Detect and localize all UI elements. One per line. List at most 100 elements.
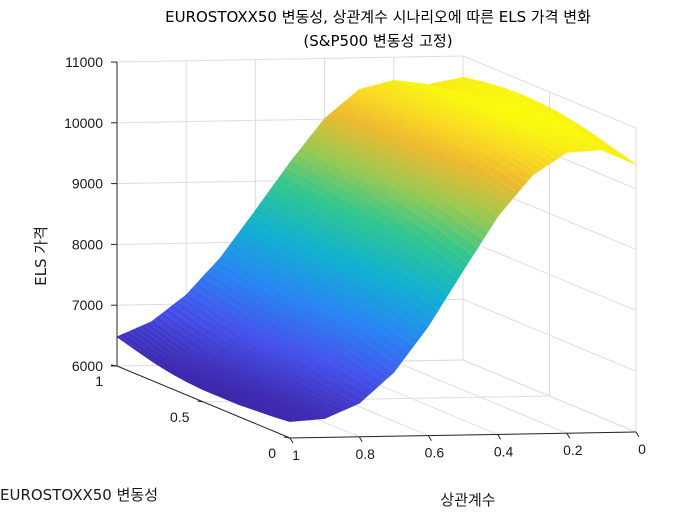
surface-mesh-line — [423, 83, 597, 151]
surface-mesh-line — [373, 85, 548, 166]
surface-mesh-line — [354, 93, 528, 182]
surface-mesh-line — [339, 105, 513, 200]
surface-mesh-line — [269, 189, 444, 303]
z-tick-label: 7000 — [72, 297, 103, 313]
surface-mesh-line — [250, 216, 424, 334]
surface-mesh-line — [304, 143, 479, 249]
surface-mesh-line — [185, 294, 360, 404]
surface-mesh-line — [383, 82, 558, 160]
surface-mesh-line — [413, 82, 587, 152]
x-tick-label: 0.2 — [563, 442, 583, 458]
y-axis-label: EUROSTOXX50 변동성 — [0, 486, 158, 504]
surface-mesh-line — [329, 113, 503, 212]
x-tick-label: 1 — [292, 447, 300, 463]
surface-mesh-line — [334, 109, 508, 206]
surface-mesh-line — [462, 76, 637, 165]
surface-mesh-line — [443, 80, 617, 157]
surface-mesh-line — [116, 336, 291, 423]
surface-mesh-line — [215, 262, 390, 378]
x-tick-mark — [289, 437, 294, 444]
z-tick-label: 8000 — [72, 236, 103, 252]
surface-mesh-line — [359, 88, 533, 176]
x-tick-label: 0.8 — [355, 446, 375, 462]
y-tick-label: 1 — [95, 373, 103, 389]
axes-lines — [110, 61, 640, 444]
chart-title-line2: (S&P500 변동성 고정) — [303, 32, 452, 50]
x-tick-mark — [358, 436, 363, 443]
surface-mesh-line — [368, 86, 543, 170]
surface-mesh-line — [403, 81, 577, 152]
side-wall-grid-line — [462, 237, 637, 311]
x-tick-mark — [497, 434, 502, 440]
surface-mesh-line — [230, 243, 404, 360]
surface-mesh-line — [176, 302, 350, 409]
chart-title-line1: EUROSTOXX50 변동성, 상관계수 시나리오에 따른 ELS 가격 변화 — [165, 8, 591, 26]
z-tick-label: 11000 — [65, 54, 103, 70]
x-tick-mark — [566, 432, 571, 439]
surface-mesh-line — [156, 317, 330, 417]
surface-mesh-line — [265, 196, 439, 311]
y-tick-label: 0.5 — [170, 409, 190, 425]
surface-mesh-line — [274, 182, 449, 295]
surface-mesh-line — [319, 124, 493, 225]
surface-mesh-line — [284, 168, 459, 280]
surface-mesh-line — [428, 84, 602, 151]
surface-mesh-line — [141, 325, 315, 420]
surface-mesh-line — [393, 79, 568, 153]
surface-mesh-line — [314, 130, 488, 233]
side-wall-grid-line — [462, 55, 637, 129]
x-axis-line — [289, 431, 637, 439]
surface-mesh-line — [433, 83, 607, 153]
surface-mesh-line — [294, 155, 469, 264]
surface-mesh-line — [279, 175, 454, 287]
surface-mesh-line — [245, 223, 419, 340]
side-wall-grid-line — [462, 359, 637, 433]
tick-labels: 00.20.40.60.8100.51600070008000900010000… — [64, 54, 646, 463]
surface-mesh-line — [452, 78, 627, 161]
y-tick-label: 0 — [268, 445, 276, 461]
surface-mesh-line — [299, 149, 474, 256]
surface-mesh-line — [344, 101, 518, 194]
y-tick-mark — [283, 436, 291, 439]
surface-mesh-line — [195, 283, 370, 395]
surface-mesh-line — [205, 272, 380, 386]
z-tick-label: 10000 — [64, 115, 103, 131]
surface-mesh-line — [190, 289, 365, 400]
x-tick-mark — [427, 435, 432, 441]
y-tick-mark — [197, 400, 204, 403]
surface-mesh-line — [210, 267, 385, 382]
surface-mesh-line — [146, 323, 320, 420]
surface-plot — [116, 76, 637, 423]
surface-mesh-line — [260, 203, 434, 319]
x-tick-mark — [635, 431, 640, 438]
surface-mesh-line — [363, 87, 538, 173]
side-wall-grid-line — [462, 298, 637, 372]
surface-mesh-line — [324, 118, 498, 218]
x-tick-label: 0.6 — [425, 445, 445, 461]
surface-mesh-line — [166, 309, 340, 413]
z-tick-label: 9000 — [72, 176, 103, 192]
surface-mesh-line — [121, 334, 296, 422]
surface-mesh-line — [349, 97, 523, 188]
surface-mesh-line — [225, 250, 399, 367]
surface-mesh-line — [448, 79, 622, 159]
surface-mesh-line — [255, 210, 429, 327]
x-tick-label: 0 — [638, 441, 646, 457]
surface-mesh-line — [151, 321, 325, 420]
surface-mesh-line — [388, 81, 563, 156]
surface-mesh-line — [309, 136, 484, 241]
surface-mesh-line — [418, 82, 592, 151]
surface-mesh-line — [171, 305, 345, 411]
surface-mesh-line — [131, 329, 305, 421]
x-tick-label: 0.4 — [494, 443, 514, 459]
z-axis-label: ELS 가격 — [32, 226, 50, 286]
surface-mesh-line — [200, 278, 375, 391]
z-tick-label: 6000 — [72, 358, 103, 374]
surface-mesh-line — [126, 332, 301, 422]
surface-mesh-line — [181, 298, 355, 406]
surface-mesh-line — [240, 230, 414, 347]
x-axis-label: 상관계수 — [440, 491, 495, 509]
surface-mesh-line — [136, 327, 310, 421]
surface-mesh-line — [408, 81, 582, 152]
